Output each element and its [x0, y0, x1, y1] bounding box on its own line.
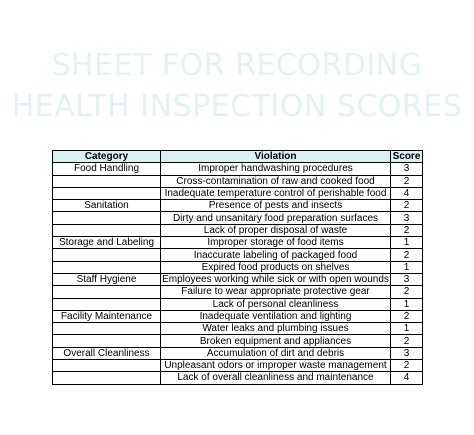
score-cell: 1: [390, 260, 423, 274]
violation-cell: Cross-contamination of raw and cooked fo…: [160, 174, 391, 188]
violation-cell: Accumulation of dirt and debris: [160, 346, 391, 361]
violation-cell: Employees working while sick or with ope…: [160, 272, 391, 287]
score-cell: 2: [390, 199, 423, 213]
table-row: Lack of proper disposal of waste 2: [52, 223, 423, 238]
violation-cell: Inadequate temperature control of perish…: [160, 186, 391, 201]
score-cell: 3: [390, 272, 423, 287]
category-cell: [52, 260, 161, 274]
table-row: Lack of overall cleanliness and maintena…: [52, 371, 423, 385]
violation-cell: Lack of proper disposal of waste: [160, 223, 391, 238]
score-cell: 2: [390, 174, 423, 188]
table-row: Dirty and unsanitary food preparation su…: [52, 211, 423, 225]
category-cell: [52, 223, 161, 238]
table-header-row: Category Violation Score: [52, 149, 423, 164]
violation-cell: Dirty and unsanitary food preparation su…: [160, 211, 391, 225]
category-cell: Overall Cleanliness: [52, 346, 161, 361]
table-row: Overall Cleanliness Accumulation of dirt…: [52, 346, 423, 361]
violation-cell: Water leaks and plumbing issues: [160, 322, 391, 336]
violation-cell: Lack of personal cleanliness: [160, 297, 391, 311]
header-score: Score: [390, 149, 423, 164]
category-cell: [52, 248, 161, 262]
category-cell: Staff Hygiene: [52, 272, 161, 287]
title-line-1: SHEET FOR RECORDING: [51, 48, 423, 83]
category-cell: [52, 297, 161, 311]
table-row: Staff Hygiene Employees working while si…: [52, 272, 423, 287]
score-cell: 2: [390, 309, 423, 324]
category-cell: Facility Maintenance: [52, 309, 161, 324]
table-row: Sanitation Presence of pests and insects…: [52, 199, 423, 213]
score-cell: 2: [390, 359, 423, 373]
category-cell: [52, 322, 161, 336]
score-cell: 1: [390, 322, 423, 336]
category-cell: [52, 359, 161, 373]
violation-cell: Improper handwashing procedures: [160, 162, 391, 176]
violation-cell: Inadequate ventilation and lighting: [160, 309, 391, 324]
violation-cell: Unpleasant odors or improper waste manag…: [160, 359, 391, 373]
table-row: Cross-contamination of raw and cooked fo…: [52, 174, 423, 188]
score-cell: 1: [390, 297, 423, 311]
header-category: Category: [52, 149, 161, 164]
score-cell: 4: [390, 371, 423, 385]
table-row: Water leaks and plumbing issues 1: [52, 322, 423, 336]
score-cell: 2: [390, 285, 423, 299]
violation-cell: Broken equipment and appliances: [160, 334, 391, 348]
table-row: Expired food products on shelves 1: [52, 260, 423, 274]
table-row: Failure to wear appropriate protective g…: [52, 285, 423, 299]
score-cell: 3: [390, 346, 423, 361]
category-cell: [52, 285, 161, 299]
score-cell: 1: [390, 236, 423, 250]
score-cell: 2: [390, 334, 423, 348]
violation-cell: Expired food products on shelves: [160, 260, 391, 274]
table-row: Broken equipment and appliances 2: [52, 334, 423, 348]
score-cell: 2: [390, 248, 423, 262]
table-row: Food Handling Improper handwashing proce…: [52, 162, 423, 176]
score-cell: 3: [390, 162, 423, 176]
category-cell: Storage and Labeling: [52, 236, 161, 250]
category-cell: [52, 211, 161, 225]
table-row: Unpleasant odors or improper waste manag…: [52, 359, 423, 373]
violation-cell: Inaccurate labeling of packaged food: [160, 248, 391, 262]
inspection-scores-table: Category Violation Score Food Handling I…: [52, 149, 423, 385]
category-cell: [52, 334, 161, 348]
header-violation: Violation: [160, 149, 391, 164]
score-cell: 2: [390, 223, 423, 238]
table-row: Inaccurate labeling of packaged food 2: [52, 248, 423, 262]
score-cell: 3: [390, 211, 423, 225]
category-cell: Sanitation: [52, 199, 161, 213]
violation-cell: Failure to wear appropriate protective g…: [160, 285, 391, 299]
category-cell: [52, 186, 161, 201]
table-row: Storage and Labeling Improper storage of…: [52, 236, 423, 250]
table-row: Facility Maintenance Inadequate ventilat…: [52, 309, 423, 324]
table-row: Inadequate temperature control of perish…: [52, 186, 423, 201]
category-cell: [52, 174, 161, 188]
title-line-2: HEALTH INSPECTION SCORES: [11, 89, 463, 124]
violation-cell: Presence of pests and insects: [160, 199, 391, 213]
category-cell: Food Handling: [52, 162, 161, 176]
score-cell: 4: [390, 186, 423, 201]
table-row: Lack of personal cleanliness 1: [52, 297, 423, 311]
violation-cell: Improper storage of food items: [160, 236, 391, 250]
category-cell: [52, 371, 161, 385]
violation-cell: Lack of overall cleanliness and maintena…: [160, 371, 391, 385]
